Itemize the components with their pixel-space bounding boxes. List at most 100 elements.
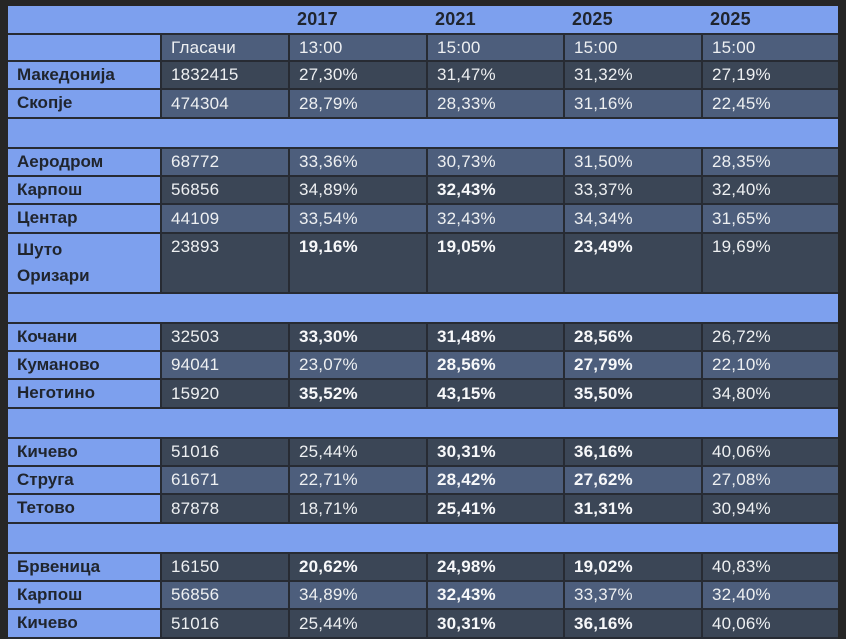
row-label-cell: Македонија — [8, 62, 160, 91]
pct-cell-2025b: 27,19% — [701, 62, 838, 91]
voters-cell: 1832415 — [160, 62, 288, 91]
time-header-2017: 13:00 — [288, 35, 426, 62]
voters-column-header: Гласачи — [160, 35, 288, 62]
voters-cell: 61671 — [160, 467, 288, 496]
row-label-cell: Центар — [8, 205, 160, 234]
pct-cell-2017: 33,54% — [288, 205, 426, 234]
voters-cell: 474304 — [160, 90, 288, 119]
pct-cell-2025b: 40,06% — [701, 438, 838, 468]
row-label-cell: Карпош — [8, 177, 160, 206]
spacer-row — [8, 523, 838, 554]
pct-cell-2025a: 19,02% — [563, 553, 701, 583]
pct-cell-2021: 28,33% — [426, 90, 563, 119]
pct-cell-2025a: 31,32% — [563, 62, 701, 91]
time-header-2025b: 15:00 — [701, 35, 838, 62]
pct-cell-2017: 28,79% — [288, 90, 426, 119]
pct-cell-2025b: 22,10% — [701, 352, 838, 381]
pct-cell-2017: 27,30% — [288, 62, 426, 91]
table-row: Карпош 56856 34,89% 32,43% 33,37% 32,40% — [8, 582, 838, 611]
voters-cell: 87878 — [160, 495, 288, 524]
pct-cell-2025a: 35,50% — [563, 380, 701, 409]
spacer-row — [8, 118, 838, 149]
voters-cell: 32503 — [160, 323, 288, 353]
pct-cell-2021: 32,43% — [426, 582, 563, 611]
table-row: Тетово 87878 18,71% 25,41% 31,31% 30,94% — [8, 495, 838, 524]
empty-header-cell — [160, 6, 288, 35]
pct-cell-2025a: 31,16% — [563, 90, 701, 119]
pct-cell-2017: 33,30% — [288, 323, 426, 353]
pct-cell-2025b: 28,35% — [701, 148, 838, 178]
pct-cell-2017: 25,44% — [288, 438, 426, 468]
year-header-2021: 2021 — [426, 6, 563, 35]
pct-cell-2025a: 36,16% — [563, 438, 701, 468]
pct-cell-2025b: 30,94% — [701, 495, 838, 524]
pct-cell-2021: 30,73% — [426, 148, 563, 178]
pct-cell-2021: 30,31% — [426, 438, 563, 468]
pct-cell-2021: 19,05% — [426, 233, 563, 294]
pct-cell-2021: 32,43% — [426, 205, 563, 234]
voters-cell: 94041 — [160, 352, 288, 381]
turnout-table: 2017 2021 2025 2025 Гласачи 13:00 15:00 … — [8, 6, 838, 639]
pct-cell-2025a: 27,79% — [563, 352, 701, 381]
pct-cell-2025b: 32,40% — [701, 582, 838, 611]
pct-cell-2017: 34,89% — [288, 177, 426, 206]
year-header-2025a: 2025 — [563, 6, 701, 35]
voters-cell: 23893 — [160, 233, 288, 294]
row-label-cell: Аеродром — [8, 148, 160, 178]
pct-cell-2025a: 28,56% — [563, 323, 701, 353]
pct-cell-2021: 31,47% — [426, 62, 563, 91]
voters-cell: 56856 — [160, 582, 288, 611]
spacer-cell — [8, 118, 838, 149]
table-row: Шуто Оризари 23893 19,16% 19,05% 23,49% … — [8, 233, 838, 294]
row-label-cell: Кочани — [8, 323, 160, 353]
table-row: Скопје 474304 28,79% 28,33% 31,16% 22,45… — [8, 90, 838, 119]
spacer-row — [8, 408, 838, 439]
time-header-2021: 15:00 — [426, 35, 563, 62]
pct-cell-2025b: 26,72% — [701, 323, 838, 353]
pct-cell-2021: 24,98% — [426, 553, 563, 583]
row-label-cell: Карпош — [8, 582, 160, 611]
pct-cell-2017: 20,62% — [288, 553, 426, 583]
spacer-cell — [8, 523, 838, 554]
voters-cell: 16150 — [160, 553, 288, 583]
row-label-cell: Неготино — [8, 380, 160, 409]
voters-cell: 51016 — [160, 438, 288, 468]
table-row: Аеродром 68772 33,36% 30,73% 31,50% 28,3… — [8, 148, 838, 178]
pct-cell-2025a: 31,31% — [563, 495, 701, 524]
spacer-cell — [8, 293, 838, 324]
pct-cell-2017: 33,36% — [288, 148, 426, 178]
table-row: Центар 44109 33,54% 32,43% 34,34% 31,65% — [8, 205, 838, 234]
spacer-cell — [8, 408, 838, 439]
table-row: Македонија 1832415 27,30% 31,47% 31,32% … — [8, 62, 838, 91]
pct-cell-2025a: 31,50% — [563, 148, 701, 178]
pct-cell-2021: 28,56% — [426, 352, 563, 381]
table-row: Карпош 56856 34,89% 32,43% 33,37% 32,40% — [8, 177, 838, 206]
pct-cell-2017: 22,71% — [288, 467, 426, 496]
table-row: Кичево 51016 25,44% 30,31% 36,16% 40,06% — [8, 438, 838, 468]
row-label-cell: Куманово — [8, 352, 160, 381]
subheader-row: Гласачи 13:00 15:00 15:00 15:00 — [8, 35, 838, 62]
year-header-row: 2017 2021 2025 2025 — [8, 6, 838, 35]
pct-cell-2025b: 22,45% — [701, 90, 838, 119]
pct-cell-2025a: 34,34% — [563, 205, 701, 234]
pct-cell-2025a: 23,49% — [563, 233, 701, 294]
voters-cell: 15920 — [160, 380, 288, 409]
table-row: Кочани 32503 33,30% 31,48% 28,56% 26,72% — [8, 323, 838, 353]
voters-cell: 44109 — [160, 205, 288, 234]
pct-cell-2025a: 33,37% — [563, 582, 701, 611]
pct-cell-2025b: 32,40% — [701, 177, 838, 206]
pct-cell-2025b: 19,69% — [701, 233, 838, 294]
pct-cell-2025b: 31,65% — [701, 205, 838, 234]
pct-cell-2021: 32,43% — [426, 177, 563, 206]
row-label-cell: Брвеница — [8, 553, 160, 583]
year-header-2025b: 2025 — [701, 6, 838, 35]
row-label-cell: Шуто Оризари — [8, 233, 160, 294]
pct-cell-2021: 43,15% — [426, 380, 563, 409]
table-row: Неготино 15920 35,52% 43,15% 35,50% 34,8… — [8, 380, 838, 409]
pct-cell-2017: 34,89% — [288, 582, 426, 611]
voters-cell: 56856 — [160, 177, 288, 206]
table-row: Куманово 94041 23,07% 28,56% 27,79% 22,1… — [8, 352, 838, 381]
pct-cell-2017: 19,16% — [288, 233, 426, 294]
pct-cell-2017: 23,07% — [288, 352, 426, 381]
